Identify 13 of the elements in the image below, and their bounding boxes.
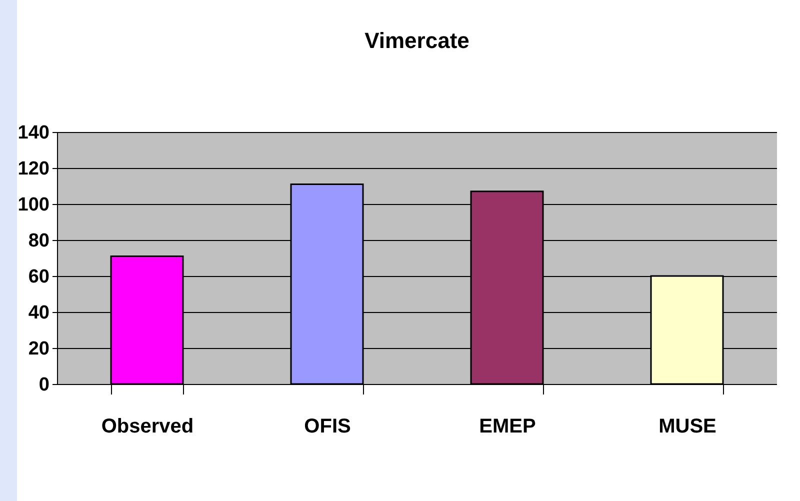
y-tick-label: 0 (38, 374, 50, 396)
y-tick-label: 80 (28, 230, 50, 252)
y-tick-label: 100 (18, 194, 50, 216)
x-tick-label: MUSE (658, 416, 716, 438)
x-tick-label: EMEP (479, 416, 536, 438)
y-tick-label: 60 (28, 266, 50, 288)
x-tick-label: OFIS (304, 416, 351, 438)
chart-title: Vimercate (364, 28, 470, 53)
y-tick-label: 20 (28, 338, 50, 360)
x-tick-label: Observed (101, 416, 194, 438)
y-tick-label: 120 (18, 158, 50, 180)
y-tick-label: 140 (18, 122, 50, 144)
y-tick-label: 40 (28, 302, 50, 324)
